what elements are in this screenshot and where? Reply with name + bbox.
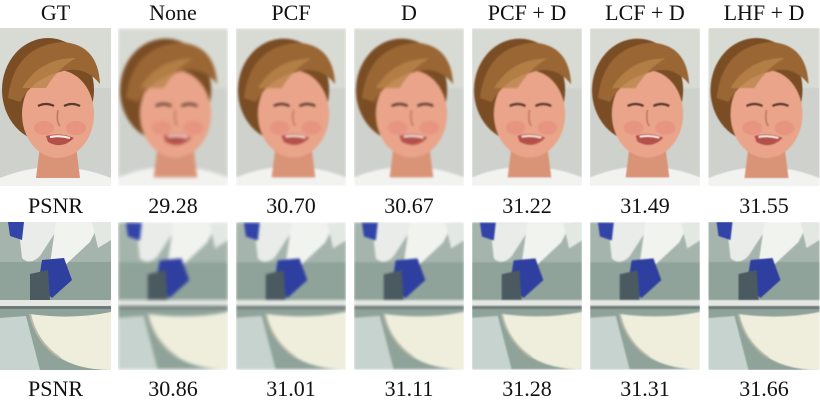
row1-psnr-lcf-d: 31.49 — [620, 193, 670, 218]
row1-psnr-d: 30.67 — [384, 193, 434, 218]
face-image-lhf-d — [708, 28, 820, 186]
face-image-pcf — [236, 28, 346, 186]
machine-image-pcf — [236, 222, 346, 370]
column-header-none: None — [149, 0, 197, 25]
row1-psnr-pcf-d: 31.22 — [502, 193, 552, 218]
column-header-lcf-d: LCF + D — [605, 0, 685, 25]
row2-psnr-pcf: 31.01 — [266, 376, 316, 401]
column-header-pcf: PCF — [271, 0, 311, 25]
row2-label: PSNR — [27, 376, 84, 401]
face-image-pcf-d — [472, 28, 582, 186]
column-header-gt: GT — [40, 0, 71, 25]
row2-psnr-none: 30.86 — [148, 376, 198, 401]
column-header-pcf-d: PCF + D — [487, 0, 567, 25]
row1-psnr-lhf-d: 31.55 — [739, 193, 789, 218]
face-image-lcf-d — [590, 28, 700, 186]
row2-psnr-lcf-d: 31.31 — [620, 376, 670, 401]
row2-psnr-pcf-d: 31.28 — [502, 376, 552, 401]
row2-psnr-d: 31.11 — [384, 376, 434, 401]
machine-image-lcf-d — [590, 222, 700, 370]
row1-psnr-none: 29.28 — [148, 193, 198, 218]
row1-label: PSNR — [27, 193, 84, 218]
face-image-d — [354, 28, 464, 186]
row2-psnr-lhf-d: 31.66 — [739, 376, 789, 401]
column-header-d: D — [401, 0, 417, 25]
machine-image-d — [354, 222, 464, 370]
column-header-lhf-d: LHF + D — [723, 0, 805, 25]
row1-psnr-pcf: 30.70 — [266, 193, 316, 218]
machine-image-none — [118, 222, 228, 370]
machine-image-pcf-d — [472, 222, 582, 370]
machine-image-gt — [0, 222, 111, 370]
face-image-gt — [0, 28, 111, 186]
machine-image-lhf-d — [708, 222, 820, 370]
face-image-none — [118, 28, 228, 186]
